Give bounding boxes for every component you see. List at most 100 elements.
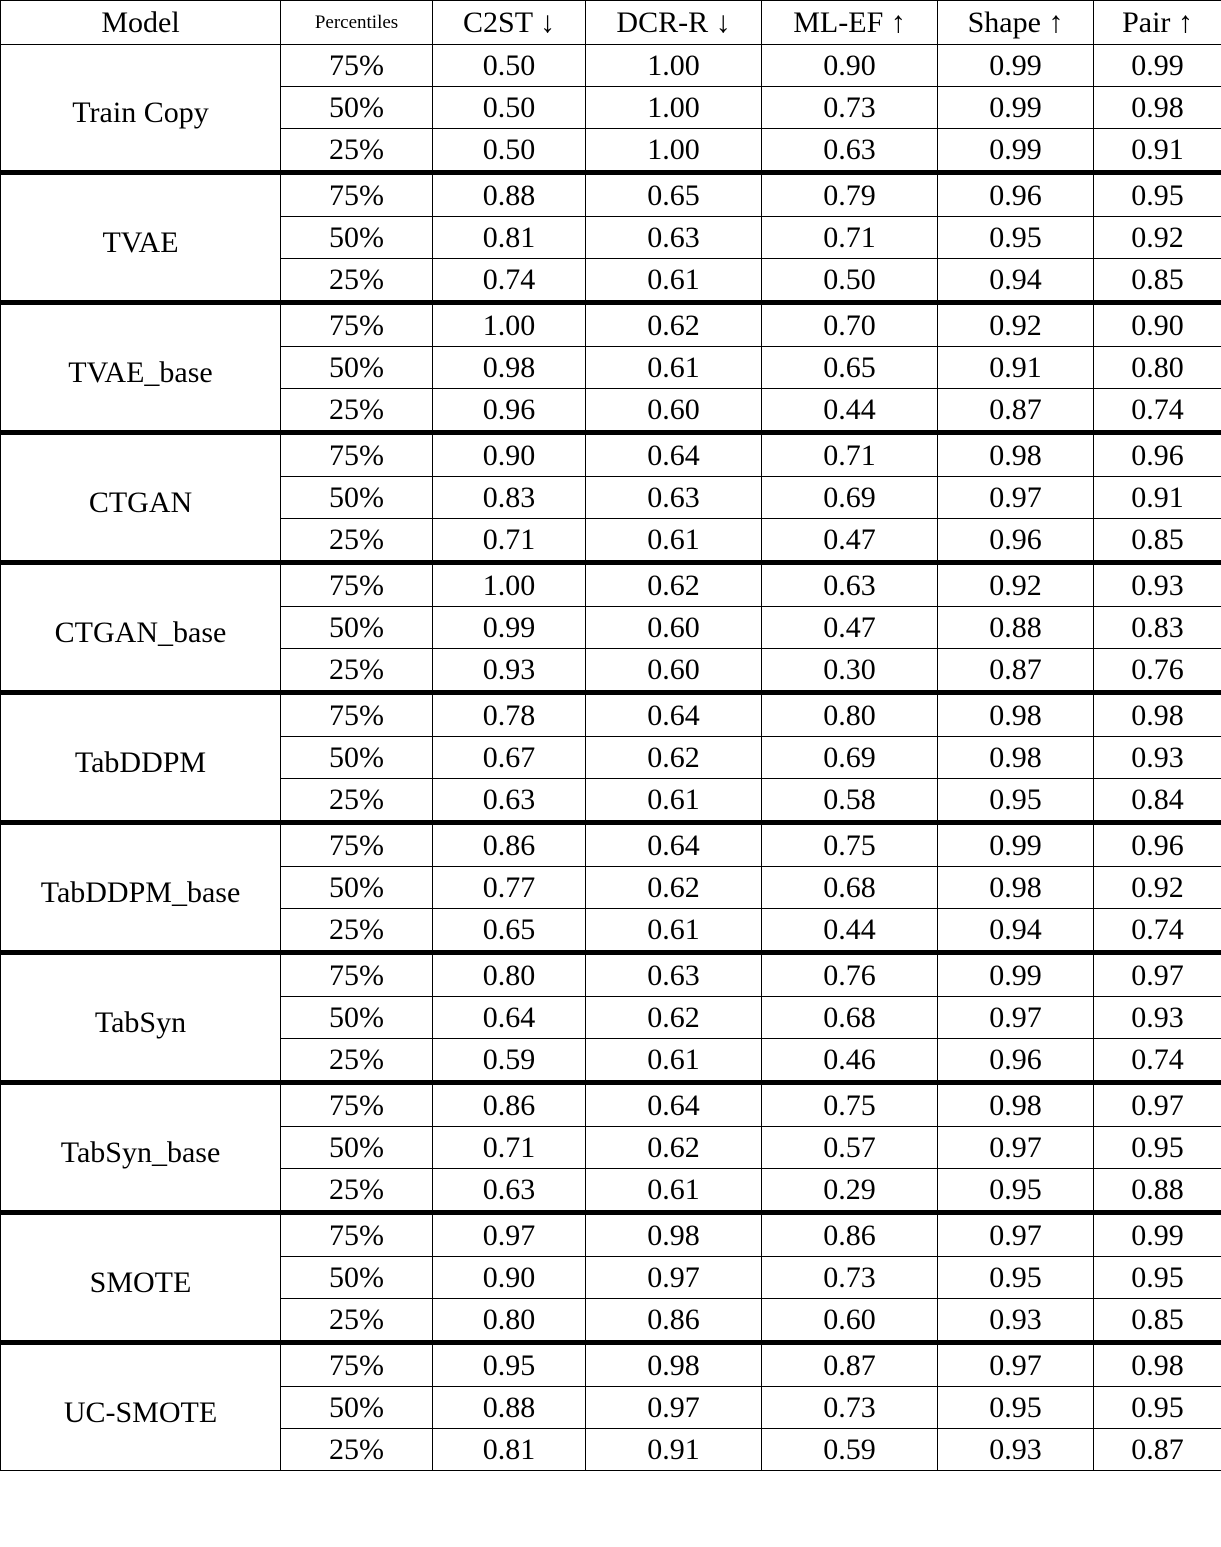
c2st-cell: 0.67	[432, 736, 586, 779]
table-row: 50% 0.67 0.62 0.69 0.98 0.93	[1, 736, 1221, 779]
dcr-r-cell: 0.65	[585, 170, 762, 217]
percentile-cell: 25%	[280, 1298, 433, 1343]
percentile-cell: 50%	[280, 606, 433, 649]
c2st-cell: 0.63	[432, 1168, 586, 1213]
shape-cell: 0.92	[937, 300, 1094, 347]
ml-ef-cell: 0.47	[761, 606, 938, 649]
percentile-cell: 75%	[280, 170, 433, 217]
dcr-r-cell: 0.60	[585, 388, 762, 433]
ml-ef-cell: 0.30	[761, 648, 938, 693]
table-row: UC-SMOTE 75% 0.95 0.98 0.87 0.97 0.98	[0, 1340, 1221, 1471]
c2st-cell: 0.80	[432, 950, 586, 997]
c2st-cell: 0.90	[432, 430, 586, 477]
table-row: 50% 0.90 0.97 0.73 0.95 0.95	[1, 1256, 1221, 1299]
shape-cell: 0.95	[937, 1256, 1094, 1299]
ml-ef-cell: 0.44	[761, 388, 938, 433]
dcr-r-cell: 0.62	[585, 866, 762, 909]
table-row: TabDDPM_base 75% 0.86 0.64 0.75 0.99 0.96	[0, 820, 1221, 953]
shape-cell: 0.99	[937, 86, 1094, 129]
percentile-cell: 75%	[280, 560, 433, 607]
table-row: 50% 0.83 0.63 0.69 0.97 0.91	[1, 476, 1221, 519]
table-row: CTGAN 75% 0.90 0.64 0.71 0.98 0.96	[0, 430, 1221, 563]
ml-ef-cell: 0.50	[761, 258, 938, 303]
percentile-cell: 50%	[280, 1256, 433, 1299]
ml-ef-cell: 0.75	[761, 820, 938, 867]
percentile-cell: 50%	[280, 346, 433, 389]
shape-cell: 0.99	[937, 950, 1094, 997]
percentile-cell: 75%	[280, 1080, 433, 1127]
c2st-cell: 0.59	[432, 1038, 586, 1083]
c2st-cell: 0.71	[432, 518, 586, 563]
c2st-cell: 0.88	[432, 1386, 586, 1429]
shape-cell: 0.96	[937, 170, 1094, 217]
table-row: TVAE_base 75% 1.00 0.62 0.70 0.92 0.90	[0, 300, 1221, 433]
c2st-cell: 0.50	[432, 86, 586, 129]
shape-cell: 0.92	[937, 560, 1094, 607]
shape-cell: 0.98	[937, 1080, 1094, 1127]
pair-cell: 0.99	[1093, 1210, 1221, 1257]
percentile-cell: 75%	[280, 1210, 433, 1257]
table-row: SMOTE 75% 0.97 0.98 0.86 0.97 0.99	[0, 1210, 1221, 1343]
c2st-cell: 0.65	[432, 908, 586, 953]
ml-ef-cell: 0.47	[761, 518, 938, 563]
shape-cell: 0.96	[937, 1038, 1094, 1083]
pair-cell: 0.85	[1093, 518, 1221, 563]
percentile-cell: 25%	[280, 1038, 433, 1083]
percentile-cell: 75%	[280, 430, 433, 477]
ml-ef-cell: 0.68	[761, 996, 938, 1039]
percentile-cell: 25%	[280, 388, 433, 433]
percentile-cell: 50%	[280, 1386, 433, 1429]
shape-cell: 0.95	[937, 778, 1094, 823]
pair-cell: 0.93	[1093, 736, 1221, 779]
table-row: 25% 0.80 0.86 0.60 0.93 0.85	[1, 1298, 1221, 1343]
percentile-cell: 75%	[280, 300, 433, 347]
ml-ef-cell: 0.69	[761, 736, 938, 779]
shape-cell: 0.97	[937, 1340, 1094, 1387]
header-c2st: C2ST ↓	[432, 0, 586, 45]
shape-cell: 0.93	[937, 1298, 1094, 1343]
header-percentile: Percentiles	[280, 0, 433, 45]
dcr-r-cell: 0.97	[585, 1386, 762, 1429]
pair-cell: 0.95	[1093, 1126, 1221, 1169]
pair-cell: 0.93	[1093, 560, 1221, 607]
dcr-r-cell: 0.86	[585, 1298, 762, 1343]
c2st-cell: 0.50	[432, 128, 586, 173]
c2st-cell: 0.71	[432, 1126, 586, 1169]
shape-cell: 0.91	[937, 346, 1094, 389]
shape-cell: 0.97	[937, 1210, 1094, 1257]
table-row: 50% 0.64 0.62 0.68 0.97 0.93	[1, 996, 1221, 1039]
c2st-cell: 0.64	[432, 996, 586, 1039]
pair-cell: 0.74	[1093, 388, 1221, 433]
c2st-cell: 0.99	[432, 606, 586, 649]
ml-ef-cell: 0.73	[761, 86, 938, 129]
c2st-cell: 0.97	[432, 1210, 586, 1257]
pair-cell: 0.85	[1093, 258, 1221, 303]
ml-ef-cell: 0.79	[761, 170, 938, 217]
ml-ef-cell: 0.86	[761, 1210, 938, 1257]
dcr-r-cell: 0.64	[585, 430, 762, 477]
dcr-r-cell: 0.61	[585, 258, 762, 303]
pair-cell: 0.80	[1093, 346, 1221, 389]
dcr-r-cell: 0.97	[585, 1256, 762, 1299]
table-row: TabDDPM 75% 0.78 0.64 0.80 0.98 0.98	[0, 690, 1221, 823]
percentile-cell: 25%	[280, 648, 433, 693]
table-row: 25% 0.71 0.61 0.47 0.96 0.85	[1, 518, 1221, 563]
shape-cell: 0.93	[937, 1428, 1094, 1471]
table-body: Train Copy 75% 0.50 1.00 0.90 0.99 0.99 50% 0.50…	[0, 44, 1221, 1471]
dcr-r-cell: 1.00	[585, 86, 762, 129]
percentile-cell: 50%	[280, 996, 433, 1039]
ml-ef-cell: 0.60	[761, 1298, 938, 1343]
pair-cell: 0.98	[1093, 86, 1221, 129]
table-row: 25% 0.65 0.61 0.44 0.94 0.74	[1, 908, 1221, 953]
shape-cell: 0.95	[937, 1168, 1094, 1213]
dcr-r-cell: 0.61	[585, 1168, 762, 1213]
percentile-cell: 25%	[280, 1168, 433, 1213]
percentile-cell: 50%	[280, 866, 433, 909]
model-name-cell: CTGAN	[0, 430, 281, 563]
table-row: 25% 0.74 0.61 0.50 0.94 0.85	[1, 258, 1221, 303]
table-row: 50% 0.99 0.60 0.47 0.88 0.83	[1, 606, 1221, 649]
shape-cell: 0.87	[937, 648, 1094, 693]
shape-cell: 0.99	[937, 44, 1094, 87]
ml-ef-cell: 0.70	[761, 300, 938, 347]
pair-cell: 0.95	[1093, 1256, 1221, 1299]
